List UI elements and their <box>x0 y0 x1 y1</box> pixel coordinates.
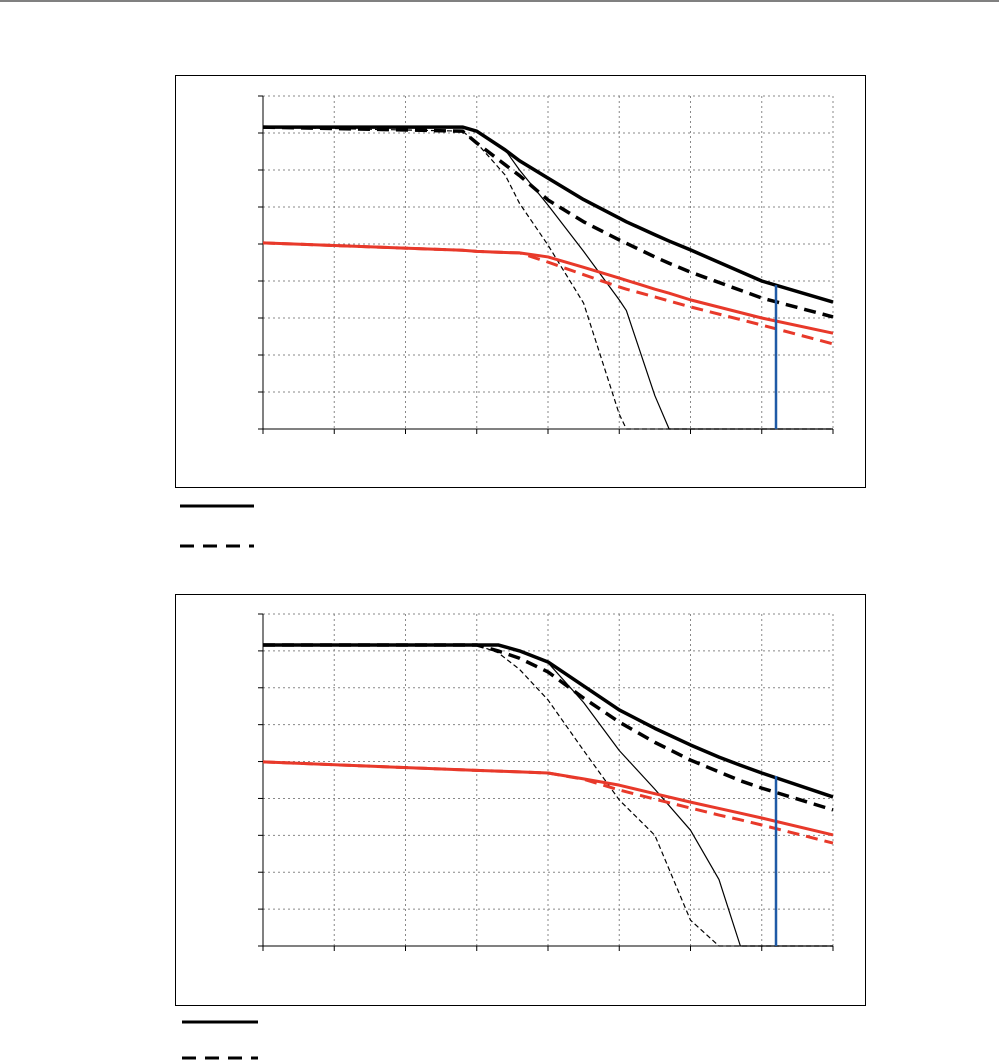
series-line <box>263 644 833 947</box>
series-line <box>262 125 834 319</box>
series-line <box>263 643 834 812</box>
chart-frame <box>175 594 866 1006</box>
series-line <box>262 126 833 430</box>
chart-frame <box>175 75 866 488</box>
series-line <box>263 644 833 947</box>
series-line <box>262 241 834 335</box>
series-line <box>263 125 834 304</box>
series-line <box>262 760 834 845</box>
series-line <box>262 241 834 346</box>
